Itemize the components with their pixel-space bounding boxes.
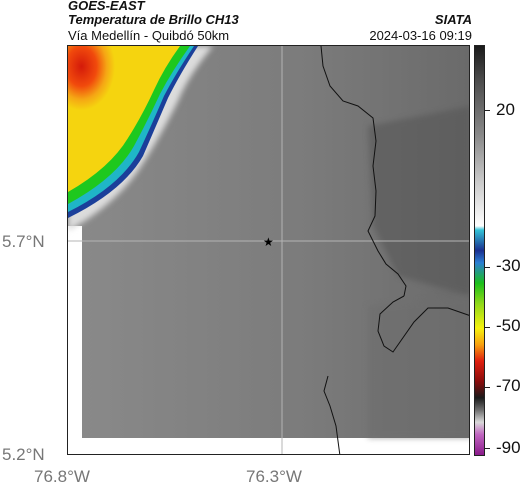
colorbar-label-minus30: -30: [496, 256, 521, 275]
satellite-name: GOES-EAST: [68, 0, 145, 13]
route-subtitle: Vía Medellín - Quibdó 50km: [68, 28, 230, 43]
colorbar-tick-minus70: [485, 387, 490, 388]
location-marker: ★: [263, 235, 274, 249]
colorbar-tick-minus30: [485, 267, 490, 268]
organization-label: SIATA: [434, 12, 472, 27]
colorbar-tick-minus90: [485, 448, 490, 449]
border-line-river: [323, 375, 341, 454]
timestamp-label: 2024-03-16 09:19: [369, 28, 472, 43]
colorbar: [474, 45, 485, 456]
no-data-left: [68, 226, 82, 454]
cold-cloud-core: [68, 46, 180, 192]
map-header: GOES-EAST Temperatura de Brillo CH13 Vía…: [68, 0, 472, 44]
colorbar-tick-20: [485, 110, 490, 111]
colorbar-label-minus70: -70: [496, 376, 521, 395]
mid-dark-patch: [368, 296, 469, 438]
lon-label-76.3: 76.3°W: [246, 467, 302, 486]
colorbar-label-minus90: -90: [496, 438, 521, 457]
product-title: Temperatura de Brillo CH13: [68, 12, 239, 27]
border-line-south: [377, 295, 469, 353]
lat-label-5.7: 5.7°N: [2, 232, 45, 251]
lat-label-5.2: 5.2°N: [2, 445, 45, 464]
colorbar-label-20: 20: [496, 100, 515, 119]
map-canvas: ★: [68, 46, 469, 454]
colorbar-label-minus50: -50: [496, 316, 521, 335]
colorbar-tick-minus50: [485, 327, 490, 328]
dark-east-region: [368, 106, 469, 296]
no-data-strip: [68, 438, 469, 454]
lon-label-76.8: 76.8°W: [34, 467, 90, 486]
satellite-map[interactable]: ★: [67, 45, 470, 455]
border-line-north: [320, 46, 407, 297]
